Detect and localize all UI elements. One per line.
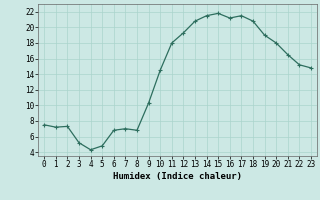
X-axis label: Humidex (Indice chaleur): Humidex (Indice chaleur) — [113, 172, 242, 181]
